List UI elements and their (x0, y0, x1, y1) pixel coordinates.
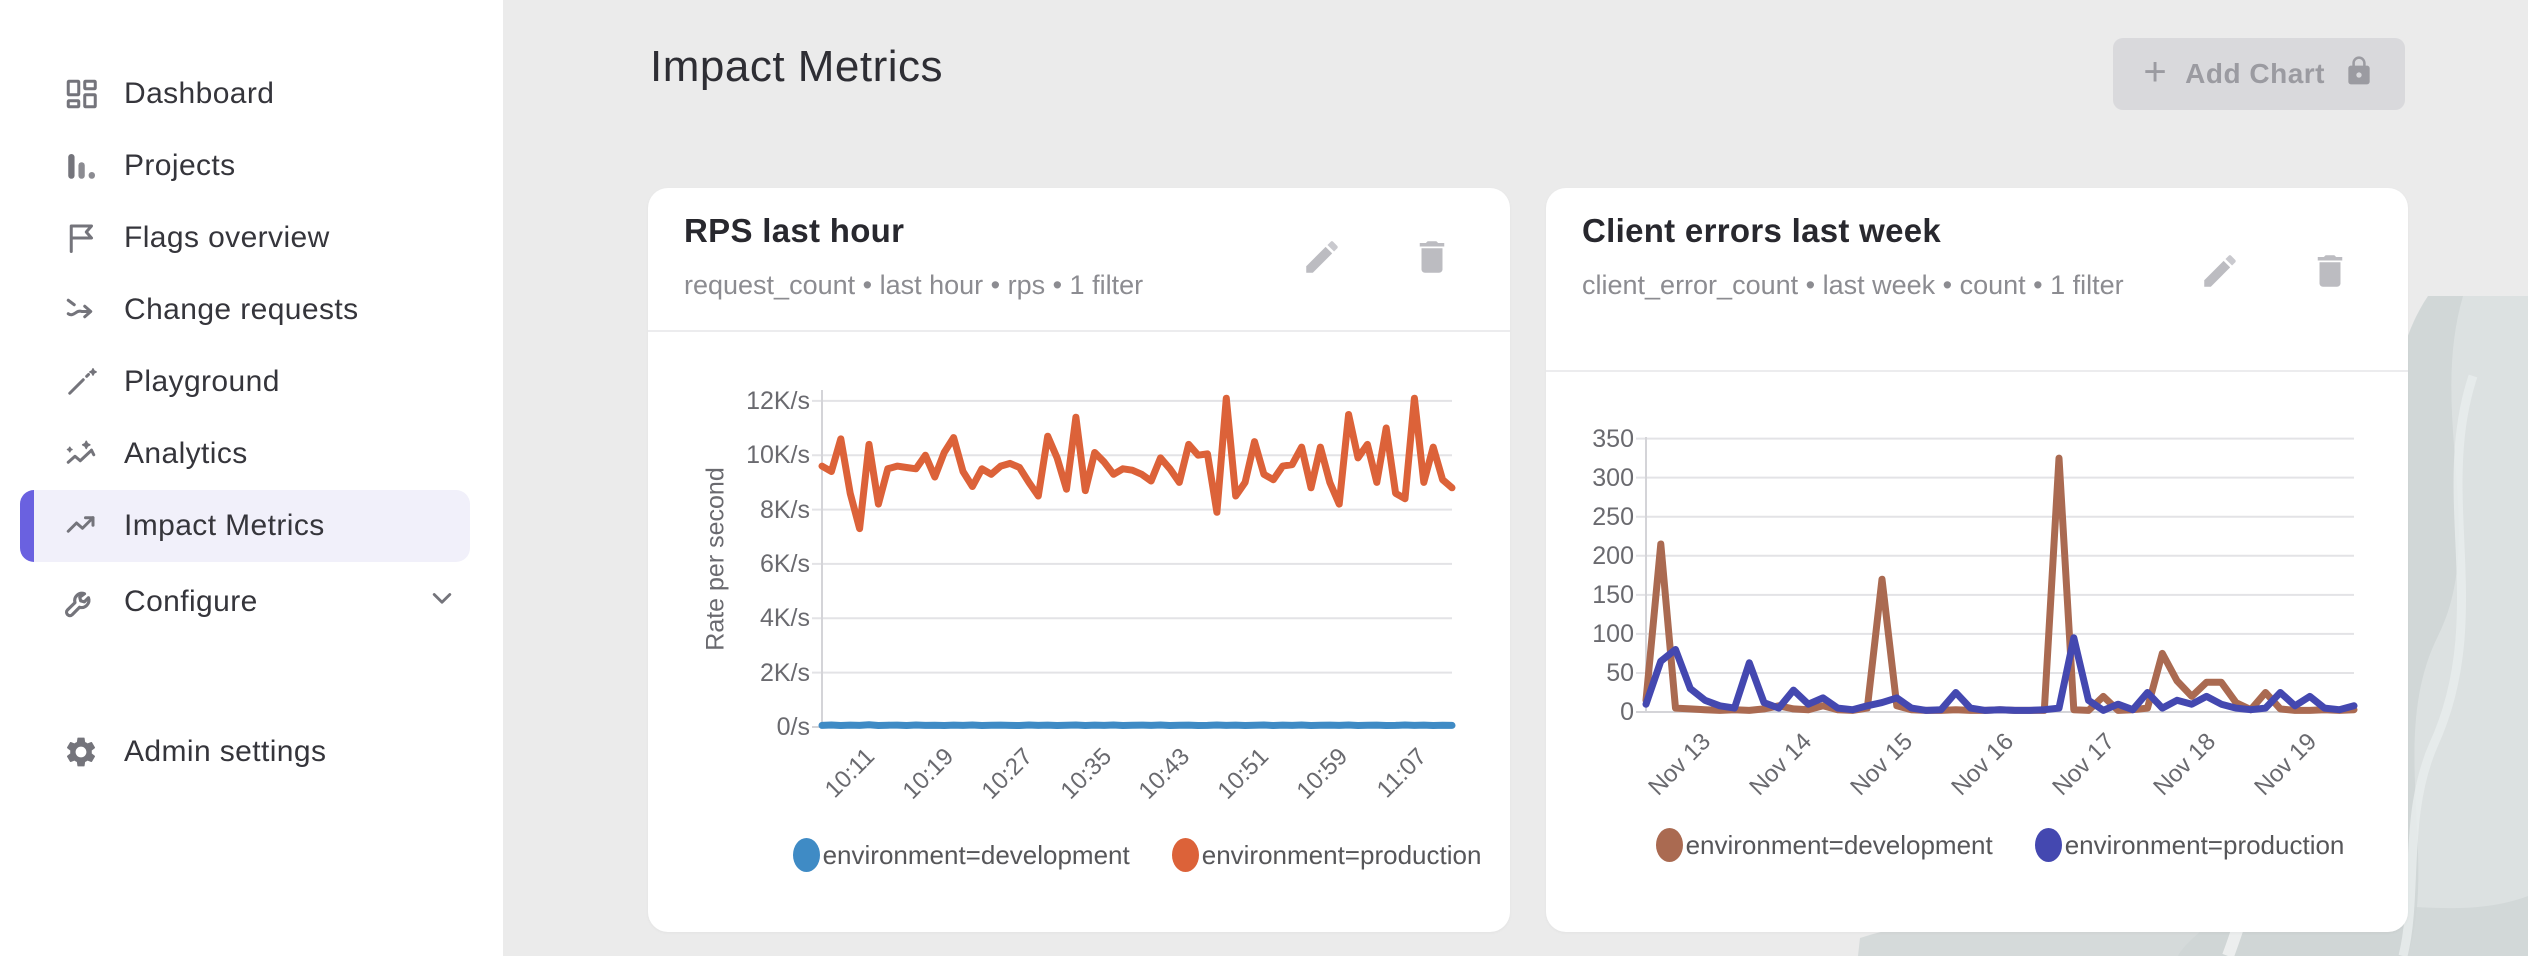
edit-chart-button[interactable] (2198, 250, 2242, 294)
sidebar: Dashboard Projects Flags overview Change… (0, 0, 503, 956)
page-title: Impact Metrics (650, 42, 944, 91)
y-axis-tick-label: 300 (1592, 463, 1634, 492)
y-axis-tick-label: 350 (1592, 424, 1634, 453)
plus-icon: + (2143, 50, 2168, 94)
add-chart-button[interactable]: + Add Chart (2113, 38, 2405, 110)
y-axis-tick-label: 0 (1620, 698, 1634, 726)
edit-chart-button[interactable] (1300, 236, 1344, 280)
trending-up-icon (62, 507, 100, 545)
client-errors-line-chart: 0 50 100 150 200 250 300 350 Nov 13 Nov 14 Nov 15 N… (1546, 188, 2408, 932)
y-axis-tick-label: 200 (1592, 541, 1634, 570)
sidebar-item-label: Impact Metrics (124, 509, 325, 542)
legend-series-dot (1171, 838, 1199, 872)
main-content: Impact Metrics + Add Chart RPS last hour… (503, 0, 2528, 956)
legend-series-dot (1655, 828, 1683, 862)
y-axis-tick-label: 250 (1592, 502, 1634, 531)
legend-item[interactable]: environment=production (1171, 838, 1482, 872)
line-chart-plot (1636, 437, 2358, 714)
wrench-icon (62, 583, 100, 621)
chart-card-actions (2198, 250, 2352, 294)
y-axis-tick-label: 4K/s (759, 604, 810, 633)
y-axis-title: Rate per second (701, 466, 730, 651)
legend-series-dot (792, 838, 820, 872)
chart-card-subtitle: client_error_count • last week • count •… (1582, 270, 2124, 300)
y-axis-tick-label: 50 (1606, 658, 1634, 687)
projects-icon (62, 147, 100, 185)
sidebar-item-dashboard[interactable]: Dashboard (0, 58, 503, 130)
add-chart-button-label: Add Chart (2185, 58, 2325, 89)
sidebar-item-label: Change requests (124, 293, 359, 326)
sidebar-item-label: Admin settings (124, 735, 327, 768)
chart-card-title: Client errors last week (1582, 212, 1942, 249)
wand-icon (62, 363, 100, 401)
chart-card-rps-last-hour: RPS last hour request_count • last hour … (648, 188, 1510, 932)
y-axis-tick-label: 100 (1592, 619, 1634, 648)
sidebar-item-label: Analytics (124, 437, 248, 470)
gear-icon (62, 733, 100, 771)
sidebar-item-impact-metrics[interactable]: Impact Metrics (20, 490, 470, 562)
y-axis-tick-label: 0/s (776, 713, 810, 741)
legend-series-label: environment=development (1685, 829, 1993, 860)
sidebar-item-playground[interactable]: Playground (0, 346, 503, 418)
analytics-icon (62, 435, 100, 473)
sidebar-item-admin-settings[interactable]: Admin settings (0, 716, 503, 788)
card-header-divider (648, 330, 1510, 332)
legend-series-dot (2034, 828, 2062, 862)
sidebar-item-label: Configure (124, 585, 258, 618)
sidebar-item-label: Playground (124, 365, 280, 398)
legend-item[interactable]: environment=development (792, 838, 1130, 872)
flag-icon (62, 219, 100, 257)
lock-icon (2343, 55, 2375, 94)
chart-legend: environment=development environment=produ… (792, 838, 1481, 872)
sidebar-item-label: Dashboard (124, 77, 275, 110)
chart-series-line (818, 721, 1456, 729)
y-axis-tick-label: 2K/s (759, 658, 810, 687)
sidebar-item-label: Flags overview (124, 221, 330, 254)
delete-chart-button[interactable] (1410, 236, 1454, 280)
delete-chart-button[interactable] (2308, 250, 2352, 294)
chart-series-line (1642, 634, 2358, 714)
sidebar-item-flags-overview[interactable]: Flags overview (0, 202, 503, 274)
sidebar-item-projects[interactable]: Projects (0, 130, 503, 202)
legend-series-label: environment=production (1201, 839, 1482, 870)
chart-card-actions (1300, 236, 1454, 280)
chart-card-subtitle: request_count • last hour • rps • 1 filt… (684, 270, 1144, 300)
sidebar-item-label: Projects (124, 149, 236, 182)
line-chart-plot (812, 390, 1456, 729)
sidebar-item-configure[interactable]: Configure (0, 566, 503, 638)
dashboard-icon (62, 75, 100, 113)
sidebar-item-analytics[interactable]: Analytics (0, 418, 503, 490)
legend-item[interactable]: environment=production (2034, 828, 2345, 862)
legend-series-label: environment=production (2064, 829, 2345, 860)
chart-series-line (818, 394, 1456, 533)
chart-card-client-errors-last-week: Client errors last week client_error_cou… (1546, 188, 2408, 932)
y-axis-tick-label: 10K/s (746, 441, 810, 470)
legend-series-label: environment=development (822, 839, 1130, 870)
sidebar-item-change-requests[interactable]: Change requests (0, 274, 503, 346)
card-header-divider (1546, 370, 2408, 372)
legend-item[interactable]: environment=development (1655, 828, 1993, 862)
rps-line-chart: 0/s 2K/s 4K/s 6K/s 8K/s 10K/s 12K/s Rate per se… (648, 188, 1510, 932)
chart-legend: environment=development environment=produ… (1646, 828, 2354, 862)
chevron-down-icon (425, 581, 459, 623)
y-axis-tick-label: 8K/s (759, 495, 810, 524)
chart-card-title: RPS last hour (684, 212, 905, 249)
y-axis-tick-label: 12K/s (746, 386, 810, 415)
y-axis-tick-label: 150 (1592, 580, 1634, 609)
y-axis-tick-label: 6K/s (759, 549, 810, 578)
change-requests-icon (62, 291, 100, 329)
